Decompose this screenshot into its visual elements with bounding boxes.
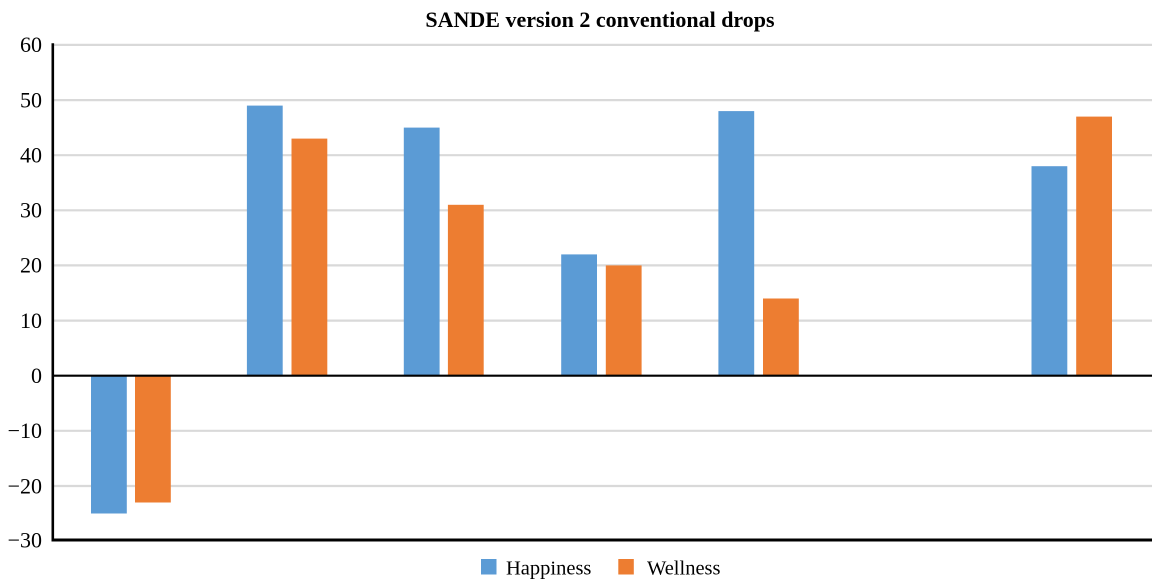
svg-text:40: 40: [20, 143, 42, 168]
svg-text:10: 10: [20, 308, 42, 333]
svg-text:60: 60: [20, 32, 42, 57]
svg-text:50: 50: [20, 87, 42, 112]
svg-text:−10: −10: [8, 418, 42, 443]
svg-text:Happiness: Happiness: [506, 558, 591, 580]
svg-text:SANDE version 2 conventional d: SANDE version 2 conventional drops: [425, 7, 775, 32]
svg-text:Wellness: Wellness: [647, 558, 721, 580]
svg-text:−30: −30: [8, 528, 42, 553]
svg-text:30: 30: [20, 198, 42, 223]
svg-text:0: 0: [31, 363, 42, 388]
svg-text:20: 20: [20, 253, 42, 278]
svg-text:−20: −20: [8, 473, 42, 498]
